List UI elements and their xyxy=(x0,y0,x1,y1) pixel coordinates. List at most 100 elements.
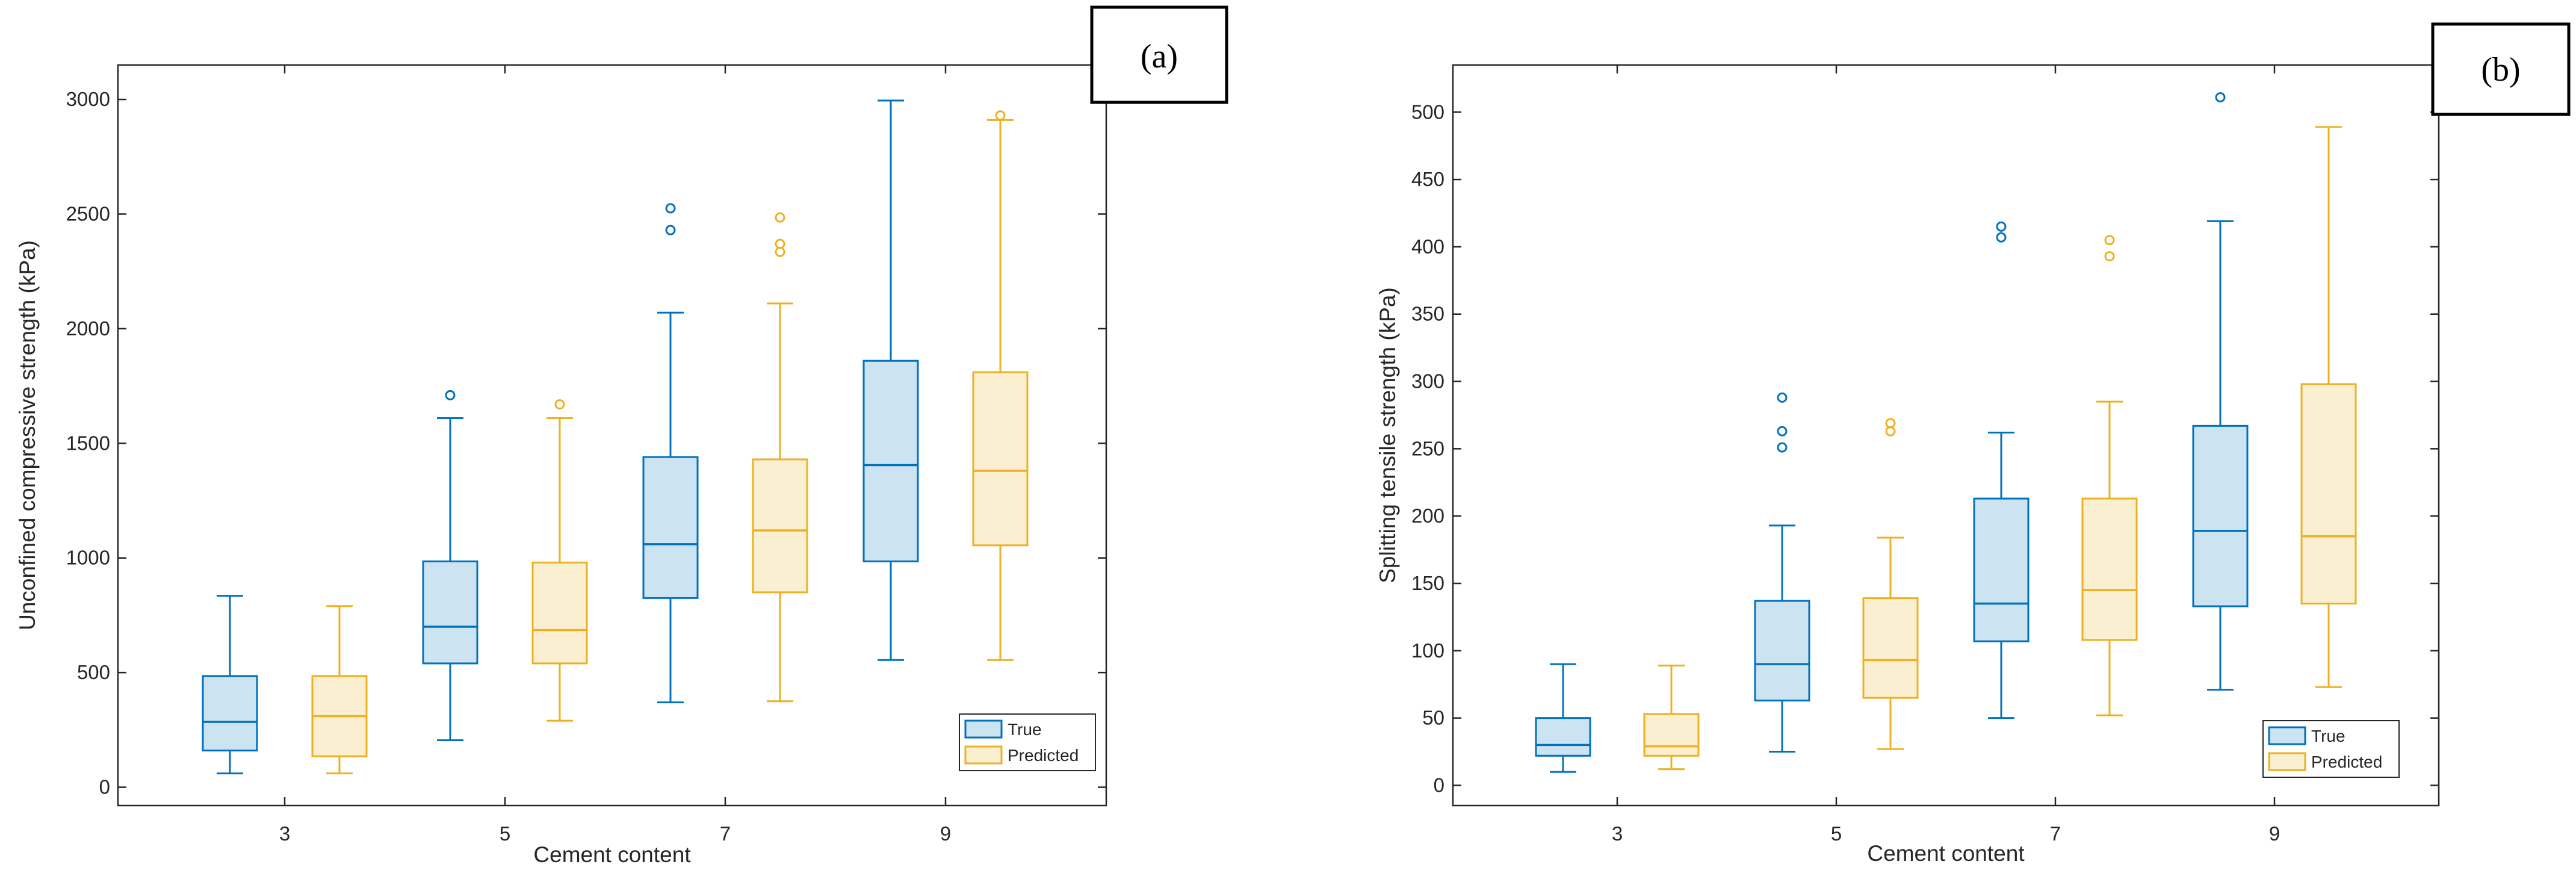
panel-label-box-a xyxy=(1090,5,1228,104)
outlier-point xyxy=(1996,232,2007,243)
outlier-point xyxy=(995,110,1006,121)
iqr-box xyxy=(862,359,919,562)
iqr-box xyxy=(1973,497,2030,642)
iqr-box xyxy=(2300,383,2357,605)
iqr-box xyxy=(1754,600,1810,702)
box-predicted-7 xyxy=(752,212,808,703)
legend-swatch-predicted-b xyxy=(2268,752,2306,771)
y-tick-label: 200 xyxy=(1411,505,1444,527)
y-tick-label: 100 xyxy=(1411,639,1444,662)
iqr-box xyxy=(752,458,808,594)
box-true-7 xyxy=(642,203,699,704)
legend-swatch-true-b xyxy=(2268,726,2306,745)
outlier-point xyxy=(2215,92,2226,103)
y-tick-label: 50 xyxy=(1422,707,1444,729)
box-predicted-5 xyxy=(531,399,588,722)
x-ticks-a: 3 5 7 9 xyxy=(279,65,951,845)
y-axis-label-b: Splitting tensile strength (kPa) xyxy=(1375,287,1400,583)
panel-label-box-b xyxy=(2431,22,2571,116)
box-true-7 xyxy=(1973,221,2030,719)
y-tick-label: 0 xyxy=(1434,774,1444,796)
iqr-box xyxy=(1862,597,1919,699)
box-true-9 xyxy=(2192,92,2249,691)
x-ticks-b: 3 5 7 9 xyxy=(1612,65,2280,845)
x-tick-label: 7 xyxy=(720,822,731,845)
iqr-box xyxy=(2081,497,2138,641)
y-tick-label: 150 xyxy=(1411,572,1444,594)
y-tick-label: 500 xyxy=(1411,101,1444,123)
legend-swatch-true-a xyxy=(964,719,1003,739)
box-predicted-7 xyxy=(2081,235,2138,716)
panel-a: 0 500 1000 1500 2000 2500 3000 3 5 7 9 Unconfined… xyxy=(15,5,1228,867)
y-tick-label: 2000 xyxy=(66,317,110,340)
y-tick-label: 1500 xyxy=(66,432,110,454)
iqr-box xyxy=(972,371,1029,547)
iqr-box xyxy=(1535,717,1591,757)
outlier-point xyxy=(665,225,676,235)
x-tick-label: 5 xyxy=(1831,822,1842,845)
iqr-box xyxy=(642,456,699,599)
x-tick-label: 3 xyxy=(1612,822,1623,845)
y-axis-label-a: Unconfined compressive strength (kPa) xyxy=(15,240,40,630)
outlier-point xyxy=(1996,221,2007,232)
iqr-box xyxy=(531,561,588,665)
x-axis-label-a: Cement content xyxy=(533,842,691,867)
y-tick-label: 350 xyxy=(1411,303,1444,325)
panel-label-a: (a) xyxy=(1141,38,1178,75)
box-predicted-9 xyxy=(972,110,1029,661)
y-tick-label: 0 xyxy=(99,776,110,798)
legend-b: True Predicted xyxy=(2262,720,2400,778)
outlier-point xyxy=(665,203,676,214)
outlier-point xyxy=(2104,235,2115,246)
outlier-point xyxy=(1777,426,1788,436)
x-axis-label-b: Cement content xyxy=(1867,841,2025,866)
box-true-3 xyxy=(1535,663,1591,773)
box-predicted-5 xyxy=(1862,418,1919,750)
panel-b: 0 50 100 150 200 250 300 350 400 450 500 3 5 7 9 Spli… xyxy=(1375,22,2571,866)
y-tick-label: 2500 xyxy=(66,203,110,225)
outlier-point xyxy=(1885,418,1896,429)
iqr-box xyxy=(1643,713,1700,757)
box-predicted-3 xyxy=(311,605,368,775)
iqr-box xyxy=(202,675,258,752)
y-tick-label: 250 xyxy=(1411,437,1444,459)
plot-area-a xyxy=(117,64,1107,807)
legend-swatch-predicted-a xyxy=(964,745,1003,765)
box-true-5 xyxy=(1754,392,1810,753)
boxes-a xyxy=(202,99,1029,775)
box-true-3 xyxy=(202,595,258,775)
x-tick-label: 9 xyxy=(940,822,951,845)
legend-label-predicted-a: Predicted xyxy=(1008,746,1079,765)
outlier-point xyxy=(775,212,785,223)
legend-a: True Predicted xyxy=(959,713,1096,771)
plot-area-b xyxy=(1452,64,2440,807)
y-tick-label: 300 xyxy=(1411,370,1444,393)
legend-label-true-a: True xyxy=(1008,720,1042,739)
x-tick-label: 3 xyxy=(279,822,290,845)
x-tick-label: 5 xyxy=(500,822,510,845)
y-tick-label: 3000 xyxy=(66,88,110,110)
boxes-b xyxy=(1535,92,2357,773)
outlier-point xyxy=(2104,251,2115,262)
x-tick-label: 7 xyxy=(2050,822,2061,845)
y-tick-label: 450 xyxy=(1411,168,1444,190)
box-predicted-3 xyxy=(1643,664,1700,771)
legend-label-predicted-b: Predicted xyxy=(2311,753,2382,771)
iqr-box xyxy=(422,560,478,665)
outlier-point xyxy=(445,390,456,400)
y-tick-label: 1000 xyxy=(66,547,110,569)
box-predicted-9 xyxy=(2300,126,2357,688)
outlier-point xyxy=(775,238,785,249)
outlier-point xyxy=(554,399,565,410)
outlier-point xyxy=(1777,392,1788,403)
box-true-5 xyxy=(422,390,478,741)
x-tick-label: 9 xyxy=(2269,822,2280,845)
outlier-point xyxy=(1777,442,1788,453)
legend-label-true-b: True xyxy=(2311,727,2345,745)
panel-label-b: (b) xyxy=(2481,51,2520,89)
y-tick-label: 400 xyxy=(1411,235,1444,258)
iqr-box xyxy=(2192,424,2249,607)
box-true-9 xyxy=(862,99,919,661)
y-tick-label: 500 xyxy=(77,661,110,683)
